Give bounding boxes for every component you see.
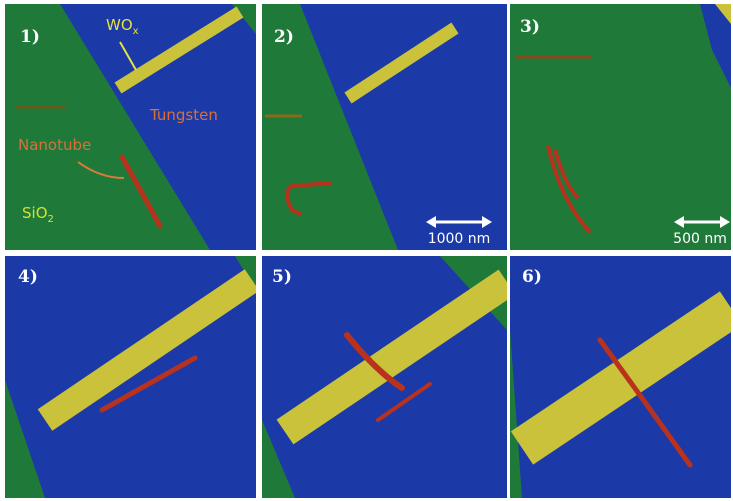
panel-2: 2) 1000 nm [262, 4, 507, 250]
subscript: x [133, 26, 139, 37]
panel-label: 6) [522, 267, 542, 287]
panel-label: 3) [520, 17, 540, 37]
panel-label: 1) [20, 27, 40, 47]
scale-label: 500 nm [673, 231, 727, 247]
substrate [510, 4, 731, 250]
subscript: 2 [48, 214, 54, 225]
panel-4: 4) [5, 256, 256, 498]
page: 1) WOx Tungsten Nanotube SiO2 2) 1000 nm… [0, 0, 733, 501]
panel-label: 5) [272, 267, 292, 287]
panel-1: 1) WOx Tungsten Nanotube SiO2 [5, 4, 256, 250]
panel-5: 5) [262, 256, 507, 498]
tungsten-label: Tungsten [149, 106, 218, 124]
panel-6: 6) [510, 256, 731, 498]
panel-label: 4) [18, 267, 38, 287]
text: SiO [22, 204, 48, 222]
figure: 1) WOx Tungsten Nanotube SiO2 2) 1000 nm… [0, 0, 733, 501]
nanotube-label: Nanotube [18, 136, 91, 154]
scale-label: 1000 nm [428, 231, 491, 247]
panel-3: 3) 500 nm [510, 4, 731, 250]
text: WO [106, 16, 133, 34]
panel-label: 2) [274, 27, 294, 47]
